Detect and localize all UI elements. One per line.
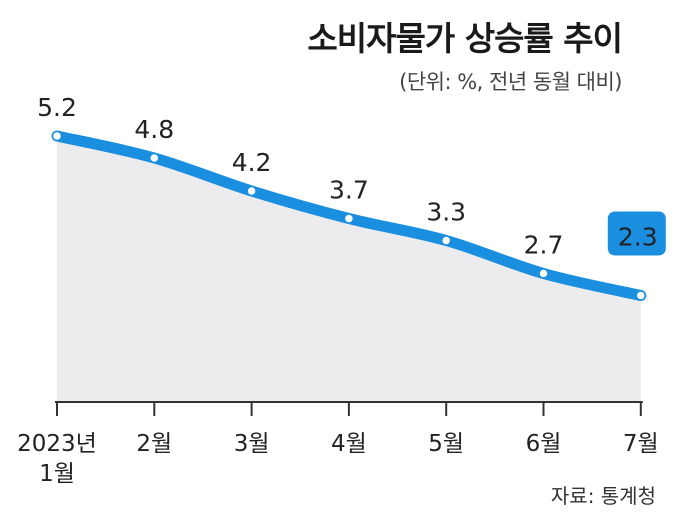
- area-fill: [57, 136, 641, 402]
- x-tick-label: 7월: [623, 431, 659, 457]
- data-point: [538, 268, 549, 279]
- x-tick-label: 1월: [39, 461, 75, 487]
- value-label: 2.3: [618, 223, 658, 252]
- value-label: 5.2: [37, 93, 77, 122]
- data-point: [51, 130, 63, 142]
- x-tick-label: 4월: [331, 431, 367, 457]
- x-axis: 2023년 1월 2월 3월 4월 5월 6월 7월: [17, 401, 659, 487]
- value-label: 2.7: [524, 231, 564, 260]
- value-label: 3.3: [426, 198, 466, 227]
- value-label-highlight-box: [607, 211, 666, 256]
- value-labels-layer: 5.2 4.8 4.2 3.7 3.3 2.7 2.3: [37, 93, 666, 260]
- x-tick-label: 3월: [234, 431, 270, 457]
- unit-note: (단위: %, 전년 동월 대비): [399, 70, 622, 94]
- data-point: [149, 152, 160, 164]
- x-tick-label: 2023년: [17, 431, 97, 457]
- data-point: [343, 213, 355, 224]
- x-tick-label: 5월: [428, 431, 464, 457]
- value-label: 3.7: [329, 176, 369, 205]
- source-note: 자료: 통계청: [550, 484, 656, 508]
- x-tick-label: 2월: [136, 431, 172, 457]
- data-point: [440, 235, 452, 246]
- data-point: [246, 185, 257, 197]
- value-label: 4.2: [232, 148, 272, 177]
- data-point: [635, 290, 647, 301]
- x-tick-label: 6월: [526, 431, 562, 457]
- area-fill-layer: [57, 136, 641, 402]
- chart-title: 소비자물가 상승률 추이: [307, 19, 623, 58]
- value-label: 4.8: [134, 115, 174, 144]
- data-points-layer: [51, 130, 647, 301]
